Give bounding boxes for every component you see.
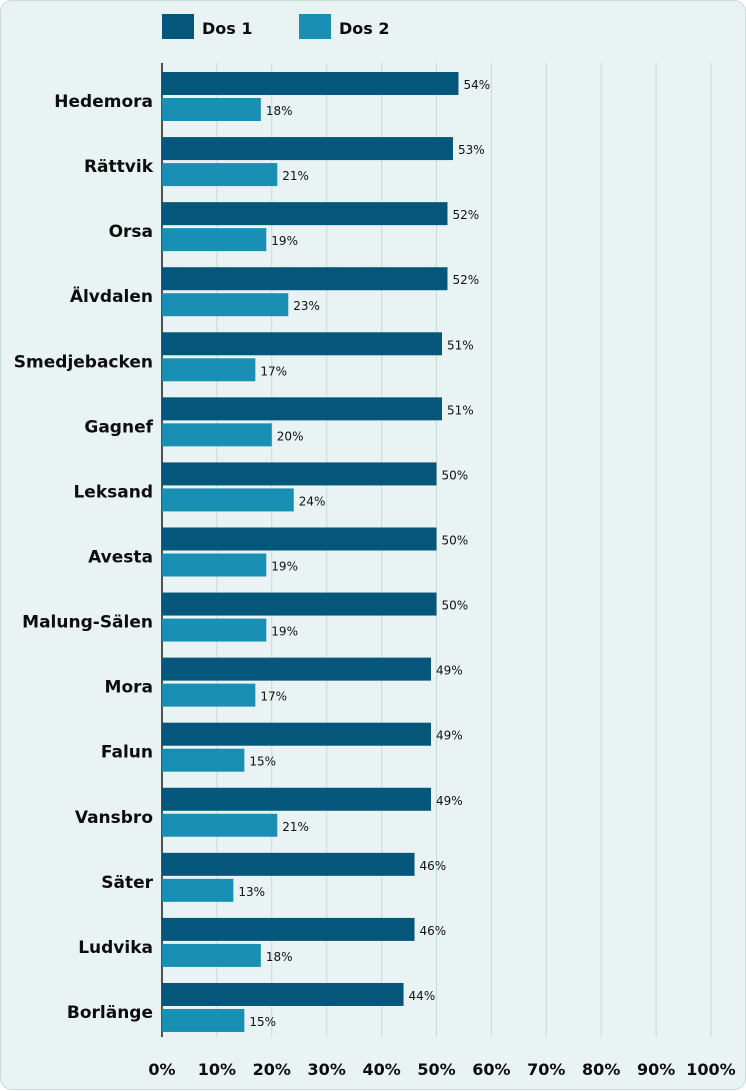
data-label: 15% [249, 1015, 276, 1029]
x-tick-label: 10% [198, 1060, 236, 1079]
category-label-smedjebacken: Smedjebacken [14, 352, 153, 372]
data-label: 15% [249, 755, 276, 769]
x-tick-label: 80% [582, 1060, 620, 1079]
data-label: 19% [271, 559, 298, 573]
data-label: 52% [452, 208, 479, 222]
x-tick-label: 0% [148, 1060, 175, 1079]
bar-gagnef-dos-1 [162, 397, 442, 421]
data-label: 46% [420, 924, 447, 938]
category-label-ludvika: Ludvika [78, 938, 153, 958]
data-label: 53% [458, 143, 485, 157]
data-label: 54% [463, 78, 490, 92]
bar-ludvika-dos-2 [162, 943, 261, 967]
category-label-borlange: Borlänge [67, 1003, 153, 1023]
category-label-hedemora: Hedemora [54, 92, 153, 112]
data-label: 50% [442, 468, 469, 482]
legend: Dos 1 Dos 2 [162, 14, 390, 39]
data-label: 51% [447, 403, 474, 417]
category-label-malung-salen: Malung-Sälen [22, 613, 153, 633]
bar-alvdalen-dos-1 [162, 267, 448, 291]
bar-rattvik-dos-2 [162, 163, 278, 187]
bar-malung-salen-dos-2 [162, 618, 267, 642]
data-label: 21% [282, 820, 309, 834]
bar-smedjebacken-dos-1 [162, 332, 442, 356]
data-label: 17% [260, 690, 287, 704]
data-label: 17% [260, 364, 287, 378]
x-tick-label: 70% [527, 1060, 565, 1079]
legend-swatch-dos-1 [162, 14, 194, 39]
x-axis-ticks: 0% 10% 20% 30% 40% 50% 60% 70% 80% 90% 100% [148, 1060, 735, 1079]
data-label: 13% [238, 885, 265, 899]
data-label: 49% [436, 794, 463, 808]
bar-sater-dos-2 [162, 878, 234, 902]
bar-leksand-dos-2 [162, 488, 294, 512]
bar-hedemora-dos-2 [162, 98, 261, 121]
x-tick-label: 30% [308, 1060, 346, 1079]
data-label: 18% [266, 104, 293, 118]
legend-label-dos-1: Dos 1 [202, 19, 253, 38]
data-label: 20% [277, 429, 304, 443]
bar-sater-dos-1 [162, 852, 415, 876]
data-label: 44% [409, 989, 436, 1003]
data-label: 50% [442, 599, 469, 613]
bar-ludvika-dos-1 [162, 917, 415, 941]
bar-malung-salen-dos-1 [162, 592, 437, 616]
bar-mora-dos-2 [162, 683, 256, 707]
data-label: 50% [442, 533, 469, 547]
legend-swatch-dos-2 [299, 14, 331, 39]
x-tick-label: 50% [417, 1060, 455, 1079]
data-label: 19% [271, 234, 298, 248]
bar-vansbro-dos-2 [162, 813, 278, 837]
bar-orsa-dos-1 [162, 202, 448, 226]
bar-smedjebacken-dos-2 [162, 358, 256, 382]
category-label-falun: Falun [101, 743, 153, 763]
data-label: 49% [436, 664, 463, 678]
data-label: 23% [293, 299, 320, 313]
data-label: 46% [420, 859, 447, 873]
x-tick-label: 90% [637, 1060, 675, 1079]
data-label: 24% [299, 494, 326, 508]
bar-alvdalen-dos-2 [162, 293, 289, 317]
bar-borlange-dos-1 [162, 982, 404, 1006]
category-label-vansbro: Vansbro [75, 808, 153, 828]
category-label-leksand: Leksand [73, 482, 153, 502]
category-label-alvdalen: Älvdalen [70, 285, 153, 307]
category-label-orsa: Orsa [109, 222, 153, 242]
x-tick-label: 40% [362, 1060, 400, 1079]
x-tick-label: 20% [253, 1060, 291, 1079]
bar-borlange-dos-2 [162, 1008, 245, 1032]
bar-orsa-dos-2 [162, 228, 267, 252]
category-labels: Hedemora Rättvik Orsa Älvdalen Smedjebacken G… [14, 92, 154, 1023]
data-label: 51% [447, 338, 474, 352]
data-label: 49% [436, 729, 463, 743]
legend-label-dos-2: Dos 2 [339, 19, 390, 38]
category-label-mora: Mora [105, 678, 153, 698]
bar-hedemora-dos-1 [162, 72, 459, 95]
bar-rattvik-dos-1 [162, 137, 453, 161]
x-tick-label: 100% [686, 1060, 735, 1079]
bar-gagnef-dos-2 [162, 423, 272, 447]
bar-vansbro-dos-1 [162, 787, 432, 811]
bar-falun-dos-2 [162, 748, 245, 772]
bar-avesta-dos-1 [162, 527, 437, 551]
category-label-rattvik: Rättvik [84, 157, 154, 177]
data-label: 19% [271, 625, 298, 639]
bars: 54% 18% 53% 21% 52% 19% 52% 23% 51% 17% 51% 20% 50% 2… [162, 72, 490, 1032]
data-label: 18% [266, 950, 293, 964]
bar-leksand-dos-1 [162, 462, 437, 486]
category-label-avesta: Avesta [88, 547, 153, 567]
category-label-sater: Säter [101, 873, 153, 893]
data-label: 52% [452, 273, 479, 287]
bar-falun-dos-1 [162, 722, 432, 746]
x-tick-label: 60% [472, 1060, 510, 1079]
category-label-gagnef: Gagnef [84, 417, 153, 437]
data-label: 21% [282, 169, 309, 183]
bar-avesta-dos-2 [162, 553, 267, 577]
bar-mora-dos-1 [162, 657, 432, 681]
